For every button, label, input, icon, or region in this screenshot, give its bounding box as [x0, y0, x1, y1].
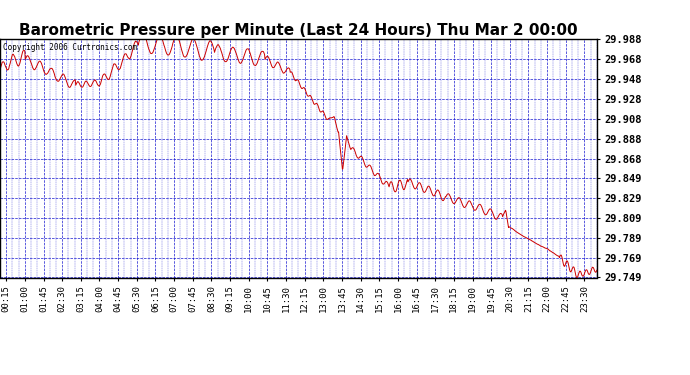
Text: Copyright 2006 Curtronics.com: Copyright 2006 Curtronics.com	[3, 43, 137, 52]
Title: Barometric Pressure per Minute (Last 24 Hours) Thu Mar 2 00:00: Barometric Pressure per Minute (Last 24 …	[19, 23, 578, 38]
